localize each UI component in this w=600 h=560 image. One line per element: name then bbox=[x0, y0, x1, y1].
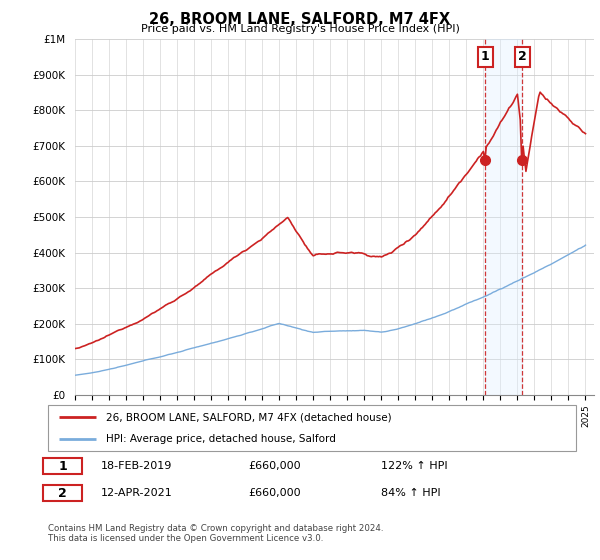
Text: 18-FEB-2019: 18-FEB-2019 bbox=[101, 461, 172, 471]
Text: 12-APR-2021: 12-APR-2021 bbox=[101, 488, 173, 498]
Text: 2: 2 bbox=[518, 50, 527, 63]
Text: 122% ↑ HPI: 122% ↑ HPI bbox=[380, 461, 447, 471]
FancyBboxPatch shape bbox=[43, 458, 82, 474]
Text: Contains HM Land Registry data © Crown copyright and database right 2024.
This d: Contains HM Land Registry data © Crown c… bbox=[48, 524, 383, 543]
Text: 2: 2 bbox=[58, 487, 67, 500]
Text: £660,000: £660,000 bbox=[248, 461, 301, 471]
Text: Price paid vs. HM Land Registry's House Price Index (HPI): Price paid vs. HM Land Registry's House … bbox=[140, 24, 460, 34]
Bar bbox=[485, 39, 522, 395]
Text: 26, BROOM LANE, SALFORD, M7 4FX (detached house): 26, BROOM LANE, SALFORD, M7 4FX (detache… bbox=[106, 412, 392, 422]
FancyBboxPatch shape bbox=[48, 405, 576, 451]
Text: 84% ↑ HPI: 84% ↑ HPI bbox=[380, 488, 440, 498]
FancyBboxPatch shape bbox=[43, 485, 82, 501]
Text: 1: 1 bbox=[481, 50, 490, 63]
Text: 26, BROOM LANE, SALFORD, M7 4FX: 26, BROOM LANE, SALFORD, M7 4FX bbox=[149, 12, 451, 27]
Text: HPI: Average price, detached house, Salford: HPI: Average price, detached house, Salf… bbox=[106, 435, 336, 444]
Text: £660,000: £660,000 bbox=[248, 488, 301, 498]
Text: 1: 1 bbox=[58, 460, 67, 473]
